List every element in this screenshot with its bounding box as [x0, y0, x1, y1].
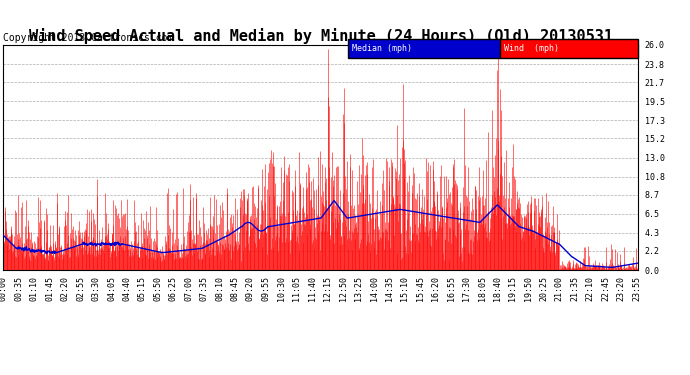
Title: Wind Speed Actual and Median by Minute (24 Hours) (Old) 20130531: Wind Speed Actual and Median by Minute (… — [29, 28, 613, 44]
Text: Wind  (mph): Wind (mph) — [504, 44, 559, 53]
Text: Median (mph): Median (mph) — [352, 44, 412, 53]
Text: Copyright 2013 Cartronics.com: Copyright 2013 Cartronics.com — [3, 33, 174, 43]
